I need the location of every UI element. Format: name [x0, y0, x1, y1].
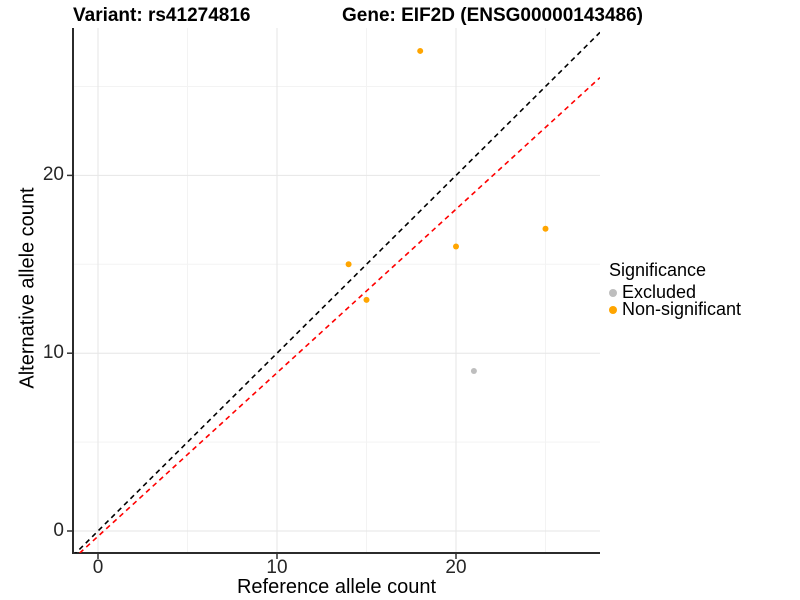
legend-items: Excluded Non-significant — [609, 282, 742, 319]
y-tick-label-10: 10 — [42, 342, 64, 364]
point-non-significant-14-15 — [345, 261, 352, 268]
x-tick-label-10: 10 — [266, 557, 288, 578]
plot-title-variant: Variant: rs41274816 — [73, 5, 251, 26]
legend-label-non-significant: Non-significant — [622, 299, 742, 319]
x-tick-label-0: 0 — [92, 557, 104, 578]
legend-label-excluded: Excluded — [622, 282, 697, 302]
y-tick-label-0: 0 — [53, 520, 64, 541]
expected-ratio-line — [78, 76, 600, 553]
x-axis-title: Reference allele count — [236, 576, 436, 598]
identity-line — [74, 31, 600, 553]
legend-item-non-significant: Non-significant — [609, 299, 742, 319]
legend-dot-excluded-icon — [609, 288, 617, 297]
y-tick-label-20: 20 — [42, 164, 64, 186]
x-tick-label-20: 20 — [445, 557, 467, 578]
point-non-significant-25-17 — [542, 225, 549, 232]
y-axis-title: Alternative allele count — [16, 187, 39, 389]
point-excluded-21-9 — [470, 367, 477, 374]
point-non-significant-20-16 — [453, 243, 459, 250]
legend-title: Significance — [609, 260, 707, 280]
legend-dot-non-significant-icon — [609, 305, 617, 314]
legend-item-excluded: Excluded — [609, 282, 741, 302]
plot-title-gene: Gene: EIF2D (ENSG00000143486) — [342, 5, 643, 26]
point-non-significant-15-13 — [363, 296, 370, 303]
legend: Significance Excluded Non-significant — [609, 260, 741, 318]
point-non-significant-18-27 — [417, 47, 424, 54]
